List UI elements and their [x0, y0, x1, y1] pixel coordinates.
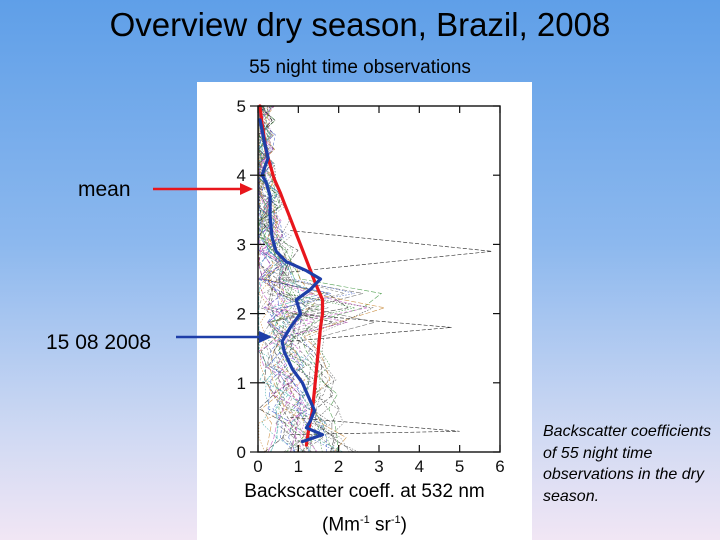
- background-profiles: [258, 105, 492, 453]
- x-axis-label-line1: Backscatter coeff. at 532 nm: [244, 481, 485, 502]
- callout-arrows: [153, 183, 272, 343]
- observation-profile: [258, 106, 327, 452]
- series-line: [258, 118, 325, 444]
- series-group: [258, 104, 325, 447]
- observation-profile: [258, 106, 289, 453]
- observation-profile: [258, 105, 374, 453]
- observation-profile: [258, 105, 301, 453]
- tick-labels: 0 1 2 3 4 5 6 0 1 2 3 4 5: [237, 97, 505, 476]
- x-tick-label: 2: [334, 457, 343, 476]
- y-tick-label: 0: [237, 443, 246, 462]
- observation-profile: [290, 230, 492, 273]
- observation-profile: [258, 106, 318, 453]
- chart-panel: [197, 82, 532, 540]
- observation-profile: [258, 106, 305, 453]
- observation-profile: [258, 105, 324, 453]
- figure-caption: Backscatter coefficients of 55 night tim…: [543, 423, 712, 505]
- observation-profile: [290, 313, 452, 342]
- observation-profile: [258, 106, 345, 453]
- y-tick-label: 5: [237, 97, 246, 116]
- observation-profile: [258, 105, 331, 453]
- observation-profile: [258, 106, 302, 453]
- x-tick-label: 3: [374, 457, 383, 476]
- y-tick-label: 1: [237, 374, 246, 393]
- x-tick-label: 0: [253, 457, 262, 476]
- observation-profile: [258, 105, 355, 453]
- observation-profile: [258, 105, 356, 453]
- mean-callout-label: mean: [78, 178, 131, 201]
- observation-profile: [258, 105, 334, 453]
- y-tick-label: 3: [237, 235, 246, 254]
- slide-title: Overview dry season, Brazil, 2008: [109, 6, 611, 43]
- chart-subtitle: 55 night time observations: [249, 57, 471, 78]
- observation-profile: [258, 105, 375, 453]
- observation-profile: [258, 105, 296, 453]
- x-axis-label-unit: (Mm-1 sr-1): [322, 514, 407, 536]
- y-tick-label: 4: [237, 166, 246, 185]
- series-line: [258, 104, 325, 447]
- observation-profile: [258, 105, 324, 453]
- x-axis-label: Backscatter coeff. at 532 nm (Mm-1 sr-1): [197, 478, 532, 539]
- x-tick-label: 1: [294, 457, 303, 476]
- axis-ticks: [250, 105, 501, 453]
- x-tick-label: 6: [495, 457, 504, 476]
- date-callout-label: 15 08 2008: [46, 331, 152, 354]
- mean-arrow-head: [240, 183, 253, 195]
- x-tick-label: 5: [455, 457, 464, 476]
- observation-profile: [290, 417, 460, 435]
- y-tick-label: 2: [237, 305, 246, 324]
- x-tick-label: 4: [415, 457, 424, 476]
- date-arrow-head: [259, 331, 272, 343]
- observation-profile: [258, 105, 335, 453]
